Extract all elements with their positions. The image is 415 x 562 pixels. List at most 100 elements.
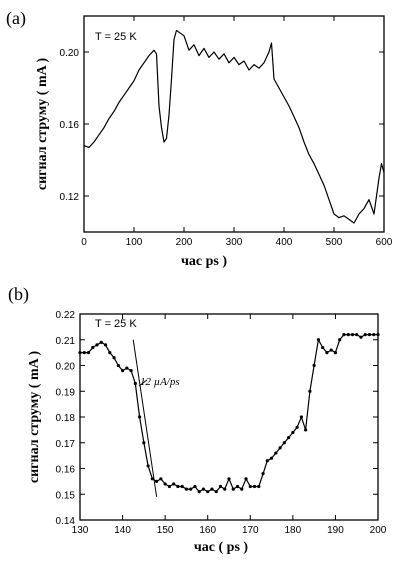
- y-axis-label-b: сигнал струму ( mA ): [27, 351, 42, 484]
- y-tick-label: 0.16: [56, 465, 76, 476]
- data-point: [91, 345, 95, 350]
- data-point: [163, 482, 167, 486]
- data-point: [329, 348, 333, 352]
- data-point: [138, 415, 142, 419]
- data-point: [252, 484, 257, 489]
- data-point: [142, 441, 146, 445]
- data-point: [112, 356, 116, 360]
- y-tick-label: 0.15: [56, 490, 76, 501]
- data-point: [223, 487, 227, 491]
- data-point: [265, 459, 269, 463]
- x-tick-label: 140: [114, 525, 131, 536]
- data-point: [261, 472, 265, 476]
- series-line-b: [80, 334, 378, 493]
- data-point: [197, 490, 201, 494]
- data-point: [193, 484, 197, 489]
- data-point: [342, 333, 346, 337]
- data-point: [295, 425, 299, 429]
- x-axis-label-b: час ( ps ): [194, 540, 249, 555]
- data-point: [308, 389, 312, 393]
- series-line-a: [83, 29, 385, 224]
- data-point: [189, 487, 193, 491]
- data-point: [146, 464, 150, 468]
- data-point: [95, 343, 99, 347]
- data-point: [86, 351, 91, 355]
- data-point: [240, 487, 244, 491]
- data-point: [210, 487, 214, 491]
- x-tick-label: 130: [72, 525, 89, 536]
- data-point: [108, 351, 112, 355]
- data-point: [180, 484, 184, 489]
- data-point: [214, 490, 218, 494]
- data-point: [355, 333, 359, 337]
- panel-label-a: (a): [6, 8, 26, 29]
- x-tick-label: 500: [326, 237, 343, 248]
- data-point: [172, 482, 176, 486]
- x-axis-label-a: час ps ): [181, 254, 227, 269]
- y-tick-label: 0.12: [60, 192, 80, 203]
- data-point: [278, 446, 282, 450]
- data-point: [103, 343, 108, 347]
- data-point: [287, 436, 291, 440]
- x-tick-label: 200: [370, 525, 387, 536]
- data-point: [257, 484, 261, 489]
- x-tick-label: 150: [157, 525, 174, 536]
- data-point: [116, 363, 120, 368]
- chart-panel-b: (b) 0.14 0.15 0.16 0.17 0.18 0.19 0.20 0.21 0.22…: [8, 284, 387, 555]
- data-point: [321, 345, 325, 350]
- data-point: [176, 484, 180, 489]
- y-axis-a: 0.12 0.16 0.20: [60, 48, 384, 203]
- fit-label-leader-b: [138, 379, 148, 387]
- data-point: [244, 477, 248, 481]
- x-tick-label: 160: [199, 525, 216, 536]
- y-tick-label: 0.19: [56, 387, 76, 398]
- data-point: [304, 428, 308, 432]
- fit-slope-label-b: 12 µA/ps: [140, 376, 180, 388]
- data-point: [82, 351, 86, 355]
- x-axis-a: 0 100 200 300 400 500 600: [81, 16, 393, 248]
- y-axis-b: 0.14 0.15 0.16 0.17 0.18 0.19 0.20 0.21 0.22: [56, 310, 378, 527]
- plot-frame-a: [83, 15, 385, 233]
- plot-frame-b: [79, 313, 379, 521]
- x-tick-label: 300: [226, 237, 243, 248]
- data-point: [184, 487, 189, 491]
- y-tick-label: 0.20: [56, 362, 76, 373]
- data-point: [129, 369, 133, 373]
- data-point: [312, 363, 316, 368]
- y-tick-label: 0.18: [56, 413, 76, 424]
- x-tick-label: 100: [126, 237, 143, 248]
- data-point: [133, 381, 137, 386]
- x-tick-label: 170: [242, 525, 259, 536]
- data-point: [155, 479, 159, 483]
- data-point: [372, 333, 376, 337]
- data-point: [359, 335, 363, 339]
- data-point: [363, 333, 367, 337]
- x-tick-label: 600: [376, 237, 393, 248]
- data-point: [299, 415, 303, 419]
- data-point: [167, 484, 171, 489]
- y-axis-label-a: сигнал струму ( mA ): [35, 58, 50, 191]
- data-point: [248, 484, 252, 489]
- data-point: [150, 477, 154, 481]
- data-point: [316, 338, 320, 342]
- data-point: [125, 366, 129, 370]
- y-tick-label: 0.17: [56, 439, 76, 450]
- data-point: [291, 430, 295, 435]
- y-tick-label: 0.16: [60, 120, 80, 131]
- data-point: [338, 338, 342, 342]
- series-markers-b: [78, 333, 380, 494]
- data-point: [376, 333, 380, 337]
- x-tick-label: 400: [276, 237, 293, 248]
- x-tick-label: 190: [327, 525, 344, 536]
- y-tick-label: 0.20: [60, 48, 80, 59]
- data-point: [218, 484, 223, 489]
- data-point: [333, 351, 338, 355]
- data-point: [346, 333, 350, 337]
- y-tick-label: 0.21: [56, 336, 76, 347]
- data-point: [325, 351, 329, 355]
- data-point: [120, 369, 125, 373]
- panel-label-b: (b): [8, 284, 29, 305]
- data-point: [269, 456, 274, 460]
- data-point: [159, 477, 163, 481]
